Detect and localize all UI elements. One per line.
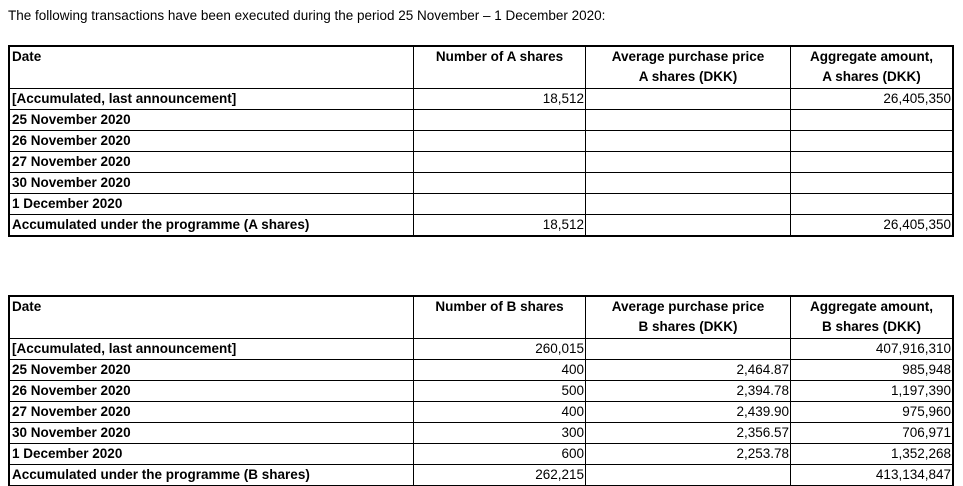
number-of-a-shares-cell xyxy=(413,109,586,131)
average-purchase-price-b-cell: 2,356.57 xyxy=(585,422,791,444)
number-of-a-shares-cell xyxy=(413,151,586,173)
aggregate-amount-b-cell: 975,960 xyxy=(790,401,954,423)
table-row: [Accumulated, last announcement] 260,015 4… xyxy=(8,338,954,360)
header-row: Date Number of A shares Average purchase p… xyxy=(8,45,954,89)
average-purchase-price-a-cell xyxy=(585,88,791,110)
date-cell: Accumulated under the programme (B share… xyxy=(8,464,414,486)
table-row: 30 November 2020 xyxy=(8,172,954,194)
date-cell: Accumulated under the programme (A share… xyxy=(8,214,414,237)
average-purchase-price-b-cell: 2,394.78 xyxy=(585,380,791,402)
intro-text: The following transactions have been exe… xyxy=(8,8,606,23)
number-of-a-shares-cell xyxy=(413,172,586,194)
number-of-a-shares-cell: 18,512 xyxy=(413,88,586,110)
number-of-b-shares-cell: 500 xyxy=(413,380,586,402)
tables-container: Date Number of A shares Average purchase p… xyxy=(0,45,963,486)
table-row: 1 December 2020 600 2,253.78 1,352,268 xyxy=(8,443,954,465)
date-cell: 26 November 2020 xyxy=(8,130,414,152)
table-row: Accumulated under the programme (A share… xyxy=(8,214,954,237)
aggregate-amount-b-cell: 407,916,310 xyxy=(790,338,954,360)
average-purchase-price-a-cell xyxy=(585,193,791,215)
date-cell: 27 November 2020 xyxy=(8,151,414,173)
table-row: 26 November 2020 500 2,394.78 1,197,390 xyxy=(8,380,954,402)
aggregate-amount-b-cell: 1,352,268 xyxy=(790,443,954,465)
date-cell: 30 November 2020 xyxy=(8,422,414,444)
aggregate-amount-a-header: Aggregate amount, A shares (DKK) xyxy=(790,45,954,89)
average-purchase-price-b-cell: 2,464.87 xyxy=(585,359,791,381)
average-purchase-price-a-cell xyxy=(585,109,791,131)
number-of-b-shares-cell: 262,215 xyxy=(413,464,586,486)
aggregate-amount-a-cell xyxy=(790,193,954,215)
date-cell: [Accumulated, last announcement] xyxy=(8,338,414,360)
number-of-b-shares-cell: 260,015 xyxy=(413,338,586,360)
date-cell: 1 December 2020 xyxy=(8,443,414,465)
number-of-b-shares-cell: 600 xyxy=(413,443,586,465)
number-of-b-shares-cell: 300 xyxy=(413,422,586,444)
number-of-b-shares-header: Number of B shares xyxy=(413,295,586,339)
table-row: 27 November 2020 400 2,439.90 975,960 xyxy=(8,401,954,423)
date-cell: 1 December 2020 xyxy=(8,193,414,215)
average-purchase-price-a-cell xyxy=(585,151,791,173)
average-purchase-price-b-cell: 2,439.90 xyxy=(585,401,791,423)
aggregate-amount-b-cell: 985,948 xyxy=(790,359,954,381)
date-cell: 27 November 2020 xyxy=(8,401,414,423)
number-of-a-shares-header: Number of A shares xyxy=(413,45,586,89)
table-row: 25 November 2020 xyxy=(8,109,954,131)
average-purchase-price-a-cell xyxy=(585,130,791,152)
aggregate-amount-b-cell: 706,971 xyxy=(790,422,954,444)
average-purchase-price-b-cell: 2,253.78 xyxy=(585,443,791,465)
a-shares-table: Date Number of A shares Average purchase p… xyxy=(8,45,954,237)
aggregate-amount-b-cell: 413,134,847 xyxy=(790,464,954,486)
date-header: Date xyxy=(8,295,414,339)
table-row: 30 November 2020 300 2,356.57 706,971 xyxy=(8,422,954,444)
aggregate-amount-a-cell xyxy=(790,172,954,194)
average-purchase-price-a-header: Average purchase price A shares (DKK) xyxy=(585,45,791,89)
aggregate-amount-a-cell: 26,405,350 xyxy=(790,88,954,110)
average-purchase-price-b-cell xyxy=(585,464,791,486)
aggregate-amount-b-header: Aggregate amount, B shares (DKK) xyxy=(790,295,954,339)
table-row: 25 November 2020 400 2,464.87 985,948 xyxy=(8,359,954,381)
date-header: Date xyxy=(8,45,414,89)
average-purchase-price-a-cell xyxy=(585,214,791,237)
number-of-a-shares-cell xyxy=(413,193,586,215)
date-cell: [Accumulated, last announcement] xyxy=(8,88,414,110)
table-row: 1 December 2020 xyxy=(8,193,954,215)
average-purchase-price-a-cell xyxy=(585,172,791,194)
table-row: Accumulated under the programme (B share… xyxy=(8,464,954,486)
b-shares-table: Date Number of B shares Average purchase p… xyxy=(8,295,954,486)
table-row: 26 November 2020 xyxy=(8,130,954,152)
number-of-a-shares-cell: 18,512 xyxy=(413,214,586,237)
aggregate-amount-b-cell: 1,197,390 xyxy=(790,380,954,402)
table-row: 27 November 2020 xyxy=(8,151,954,173)
aggregate-amount-a-cell: 26,405,350 xyxy=(790,214,954,237)
aggregate-amount-a-cell xyxy=(790,130,954,152)
table-row: [Accumulated, last announcement] 18,512 26… xyxy=(8,88,954,110)
aggregate-amount-a-cell xyxy=(790,151,954,173)
header-row: Date Number of B shares Average purchase p… xyxy=(8,295,954,339)
average-purchase-price-b-header: Average purchase price B shares (DKK) xyxy=(585,295,791,339)
number-of-b-shares-cell: 400 xyxy=(413,359,586,381)
date-cell: 25 November 2020 xyxy=(8,109,414,131)
date-cell: 26 November 2020 xyxy=(8,380,414,402)
average-purchase-price-b-cell xyxy=(585,338,791,360)
number-of-b-shares-cell: 400 xyxy=(413,401,586,423)
number-of-a-shares-cell xyxy=(413,130,586,152)
date-cell: 25 November 2020 xyxy=(8,359,414,381)
aggregate-amount-a-cell xyxy=(790,109,954,131)
date-cell: 30 November 2020 xyxy=(8,172,414,194)
